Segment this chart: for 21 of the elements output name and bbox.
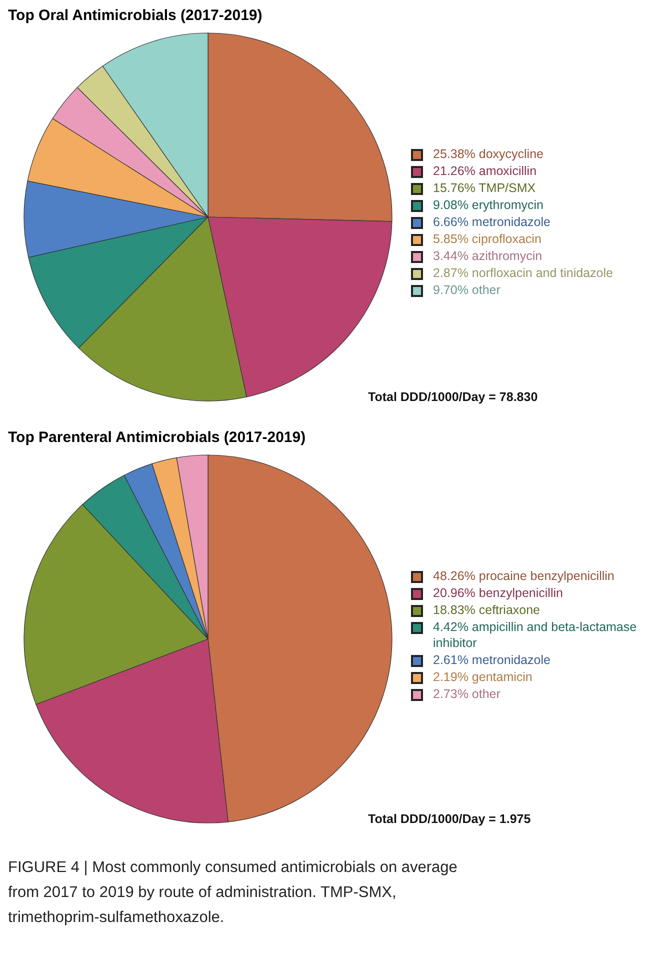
legend-label: 20.96% benzylpenicillin	[433, 586, 563, 600]
legend-label: 9.70% other	[433, 283, 500, 297]
chart-title: Top Parenteral Antimicrobials (2017-2019)	[8, 429, 306, 446]
legend-label: 2.19% gentamicin	[433, 670, 532, 684]
legend-label: 25.38% doxycycline	[433, 147, 544, 161]
legend-label: 21.26% amoxicillin	[433, 164, 537, 178]
legend-label: 18.83% ceftriaxone	[433, 603, 540, 617]
text: Total DDD/1000/Day = 1.975	[368, 812, 531, 826]
legend-label: 4.42% ampicillin and beta-lactamase inhibitor	[433, 620, 637, 650]
legend-label: 3.44% azithromycin	[433, 249, 542, 263]
legend-label: 2.61% metronidazole	[433, 653, 550, 667]
legend-label: 48.26% procaine benzylpenicillin	[433, 569, 614, 583]
legend-label: 5.85% ciprofloxacin	[433, 232, 542, 246]
caption: FIGURE 4 | Most commonly consumed antimicrobials on average from 2017 to 2019 by route of administration. TMP-SMX, trimethoprim-sulfamethoxazole.	[8, 859, 458, 926]
legend-label: 9.08% erythromycin	[433, 198, 544, 212]
chart-title: Top Oral Antimicrobials (2017-2019)	[8, 7, 262, 24]
legend-label: 6.66% metronidazole	[433, 215, 550, 229]
text: Total DDD/1000/Day = 78.830	[368, 390, 538, 404]
legend-label: 15.76% TMP/SMX	[433, 181, 536, 195]
legend-label: 2.87% norfloxacin and tinidazole	[433, 266, 614, 280]
legend-label: 2.73% other	[433, 687, 500, 701]
